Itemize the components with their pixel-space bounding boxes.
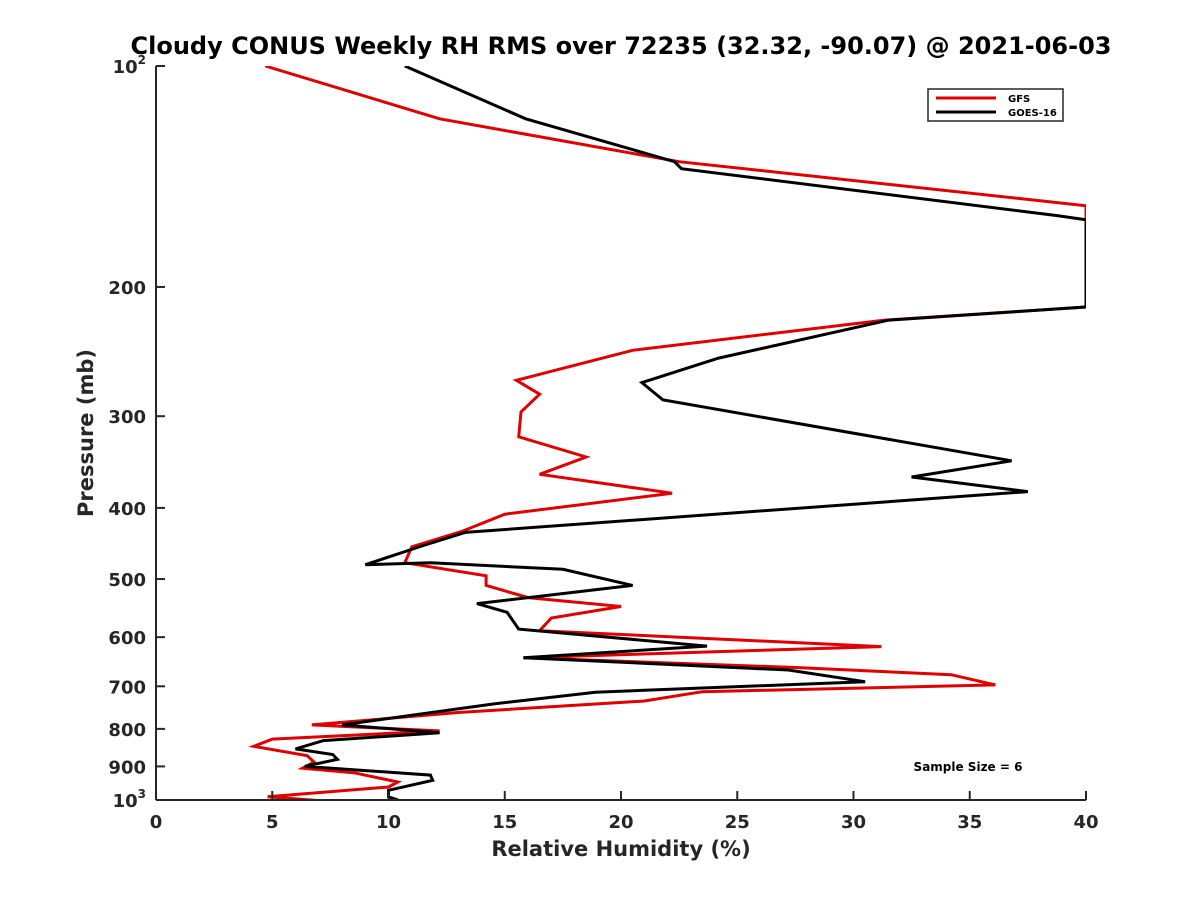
x-tick-label: 20 bbox=[608, 812, 633, 833]
x-tick-label: 10 bbox=[376, 812, 401, 833]
x-tick-label: 15 bbox=[492, 812, 517, 833]
y-tick-base: 10 bbox=[113, 791, 138, 812]
y-tick-label: 800 bbox=[108, 720, 146, 741]
legend-box bbox=[927, 88, 1064, 122]
series-line-gfs bbox=[248, 66, 1086, 800]
y-tick-exponent: 3 bbox=[138, 787, 146, 801]
plot-area bbox=[248, 66, 1086, 800]
axis-ticks: 0 5 10 15 20 25 30 35 40102200300400500600700800… bbox=[108, 53, 1098, 833]
legend: GFS GOES-16 bbox=[927, 88, 1064, 122]
legend-label: GFS bbox=[1008, 94, 1030, 105]
y-tick-label: 103 bbox=[113, 787, 146, 812]
y-tick-label: 700 bbox=[108, 677, 146, 698]
y-tick-label: 500 bbox=[108, 570, 146, 591]
y-axis-label: Pressure (mb) bbox=[74, 349, 98, 517]
legend-label: GOES-16 bbox=[1008, 108, 1057, 119]
y-tick-base: 10 bbox=[113, 57, 138, 78]
y-tick-exponent: 2 bbox=[138, 53, 146, 67]
x-tick-label: 35 bbox=[957, 812, 982, 833]
y-tick-label: 900 bbox=[108, 757, 146, 778]
x-tick-label: 25 bbox=[725, 812, 750, 833]
x-tick-label: 40 bbox=[1073, 812, 1098, 833]
y-tick-label: 300 bbox=[108, 407, 146, 428]
chart-title: Cloudy CONUS Weekly RH RMS over 72235 (3… bbox=[131, 32, 1112, 60]
y-tick-label: 102 bbox=[113, 53, 146, 78]
y-tick-label: 200 bbox=[108, 278, 146, 299]
x-tick-label: 0 bbox=[150, 812, 163, 833]
series-line-goes-16 bbox=[295, 66, 1086, 800]
sample-size-annotation: Sample Size = 6 bbox=[914, 760, 1023, 774]
y-tick-label: 600 bbox=[108, 628, 146, 649]
x-axis-label: Relative Humidity (%) bbox=[491, 837, 750, 861]
x-tick-label: 5 bbox=[266, 812, 279, 833]
y-tick-label: 400 bbox=[108, 499, 146, 520]
x-tick-label: 30 bbox=[841, 812, 866, 833]
